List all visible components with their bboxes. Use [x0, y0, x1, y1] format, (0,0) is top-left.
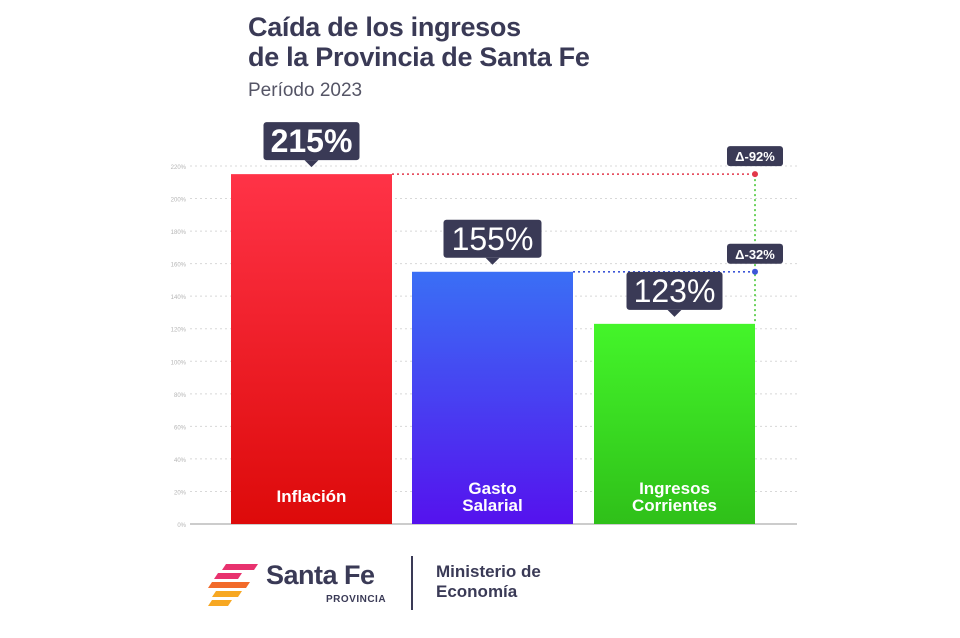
ministry-line-1: Ministerio de	[436, 562, 541, 581]
logo-stripe	[214, 573, 242, 579]
bar-2	[412, 271, 573, 524]
delta-label-1: Δ-92%	[735, 149, 775, 164]
delta-badge-1	[727, 146, 783, 167]
y-tick-label: 180%	[171, 230, 187, 236]
category-label-3: Corrientes	[632, 496, 717, 515]
chart-subtitle: Período 2023	[248, 80, 363, 101]
logo-stripe	[212, 591, 242, 597]
delta-badge-2	[727, 243, 783, 264]
y-tick-label: 80%	[174, 393, 187, 399]
value-label-3: 123%	[634, 273, 716, 309]
delta-label-2: Δ-32%	[735, 247, 775, 262]
y-tick-label: 200%	[171, 198, 187, 204]
footer: Santa Fe PROVINCIA Ministerio de Economí…	[208, 556, 628, 612]
value-callout-3	[626, 271, 723, 310]
footer-divider	[411, 556, 413, 610]
logo-stripe	[222, 564, 258, 570]
value-label-2: 155%	[452, 221, 534, 257]
value-callout-2	[443, 219, 542, 258]
y-tick-label: 140%	[171, 295, 187, 301]
chart-title-line-1: Caída de los ingresos	[248, 12, 521, 42]
y-tick-label: 160%	[171, 263, 187, 269]
value-callout-pointer-3	[667, 309, 682, 317]
y-tick-label: 20%	[174, 490, 187, 496]
value-callout-pointer-2	[485, 257, 500, 265]
y-tick-label: 120%	[171, 328, 187, 334]
logo-stripe	[208, 582, 250, 588]
delta-dot-2	[752, 268, 758, 275]
bar-1	[231, 174, 392, 525]
category-label-3: Ingresos	[639, 479, 710, 498]
category-label-2: Salarial	[462, 496, 523, 515]
delta-dot-1	[752, 171, 758, 178]
y-tick-label: 40%	[174, 458, 187, 464]
category-label-1: Inflación	[277, 487, 347, 506]
brand-subtitle: PROVINCIA	[326, 594, 387, 605]
chart-title-line-2: de la Provincia de Santa Fe	[248, 42, 590, 72]
y-tick-label: 0%	[177, 523, 186, 529]
santa-fe-logo-icon	[208, 564, 258, 606]
ministry-name: Ministerio de Economía	[436, 562, 541, 602]
brand-name: Santa Fe	[266, 560, 375, 590]
title-block: Caída de los ingresos de la Provincia de…	[248, 12, 590, 102]
y-tick-label: 220%	[171, 165, 187, 171]
ministry-line-2: Economía	[436, 582, 518, 601]
bar-3	[594, 323, 755, 524]
y-tick-label: 100%	[171, 360, 187, 366]
value-callout-pointer-1	[304, 160, 319, 168]
y-tick-label: 60%	[174, 425, 187, 431]
logo-stripe	[208, 600, 232, 606]
category-label-2: Gasto	[468, 479, 516, 498]
value-callout-1	[263, 122, 360, 161]
value-label-1: 215%	[271, 123, 353, 159]
